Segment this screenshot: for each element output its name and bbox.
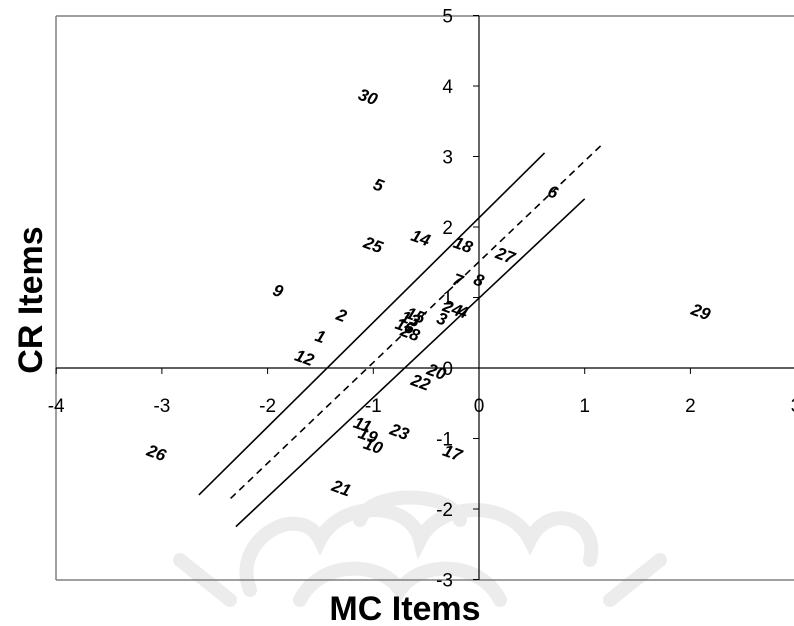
data-point-label: 2: [333, 305, 350, 327]
data-point-label: 9: [270, 280, 286, 301]
y-tick-label: 2: [442, 218, 453, 239]
x-tick-label: 2: [685, 396, 696, 417]
y-tick-label: 0: [442, 359, 453, 380]
x-tick-label: 3: [791, 396, 794, 417]
tick-marks: [55, 15, 691, 580]
data-point-label: 18: [451, 233, 476, 258]
data-point-label: 12: [292, 346, 317, 371]
x-tick-label: 0: [474, 396, 485, 417]
y-tick-label: -1: [436, 430, 453, 451]
data-point-label: 26: [143, 441, 169, 466]
dashed-identity-line: [230, 145, 602, 500]
data-point-label: 21: [328, 476, 353, 501]
y-tick-label: 5: [442, 7, 453, 28]
x-tick-labels: -4 -3 -2 -1 0 1 2 3: [48, 396, 794, 417]
x-axis-title: MC Items: [329, 590, 480, 626]
data-point-label: 30: [356, 85, 381, 110]
x-tick-label: -2: [259, 396, 276, 417]
data-point-label: 23: [386, 419, 412, 444]
data-point-label: 11: [351, 413, 374, 437]
x-tick-label: -4: [48, 396, 65, 417]
data-point-label: 29: [688, 300, 714, 325]
data-point-label: 7: [450, 270, 467, 292]
y-tick-label: -3: [436, 571, 453, 592]
confidence-bound-line: [198, 152, 546, 496]
data-point-label: 6: [545, 182, 561, 203]
confidence-bound-line: [235, 198, 586, 528]
data-points: 12 3 45 67 891011121314151617181920212223242…: [143, 85, 713, 501]
y-tick-label: 4: [442, 77, 453, 98]
fit-lines: [198, 145, 602, 528]
data-point-label: 1: [313, 326, 328, 347]
x-tick-label: 1: [579, 396, 590, 417]
x-tick-label: -1: [365, 396, 382, 417]
data-point-label: 8: [471, 270, 487, 291]
y-tick-label: 1: [442, 289, 453, 310]
data-point-label: 25: [360, 233, 386, 258]
x-tick-label: -3: [153, 396, 170, 417]
background-watermark: [173, 490, 667, 607]
y-tick-label: -2: [436, 500, 453, 521]
data-point-label: 5: [371, 175, 387, 196]
y-tick-labels: -3 -2 -1 0 1 2 3 4 5: [436, 7, 453, 592]
y-tick-label: 3: [442, 148, 453, 169]
data-point-label: 14: [409, 226, 434, 251]
y-axis-title: CR Items: [12, 226, 50, 373]
